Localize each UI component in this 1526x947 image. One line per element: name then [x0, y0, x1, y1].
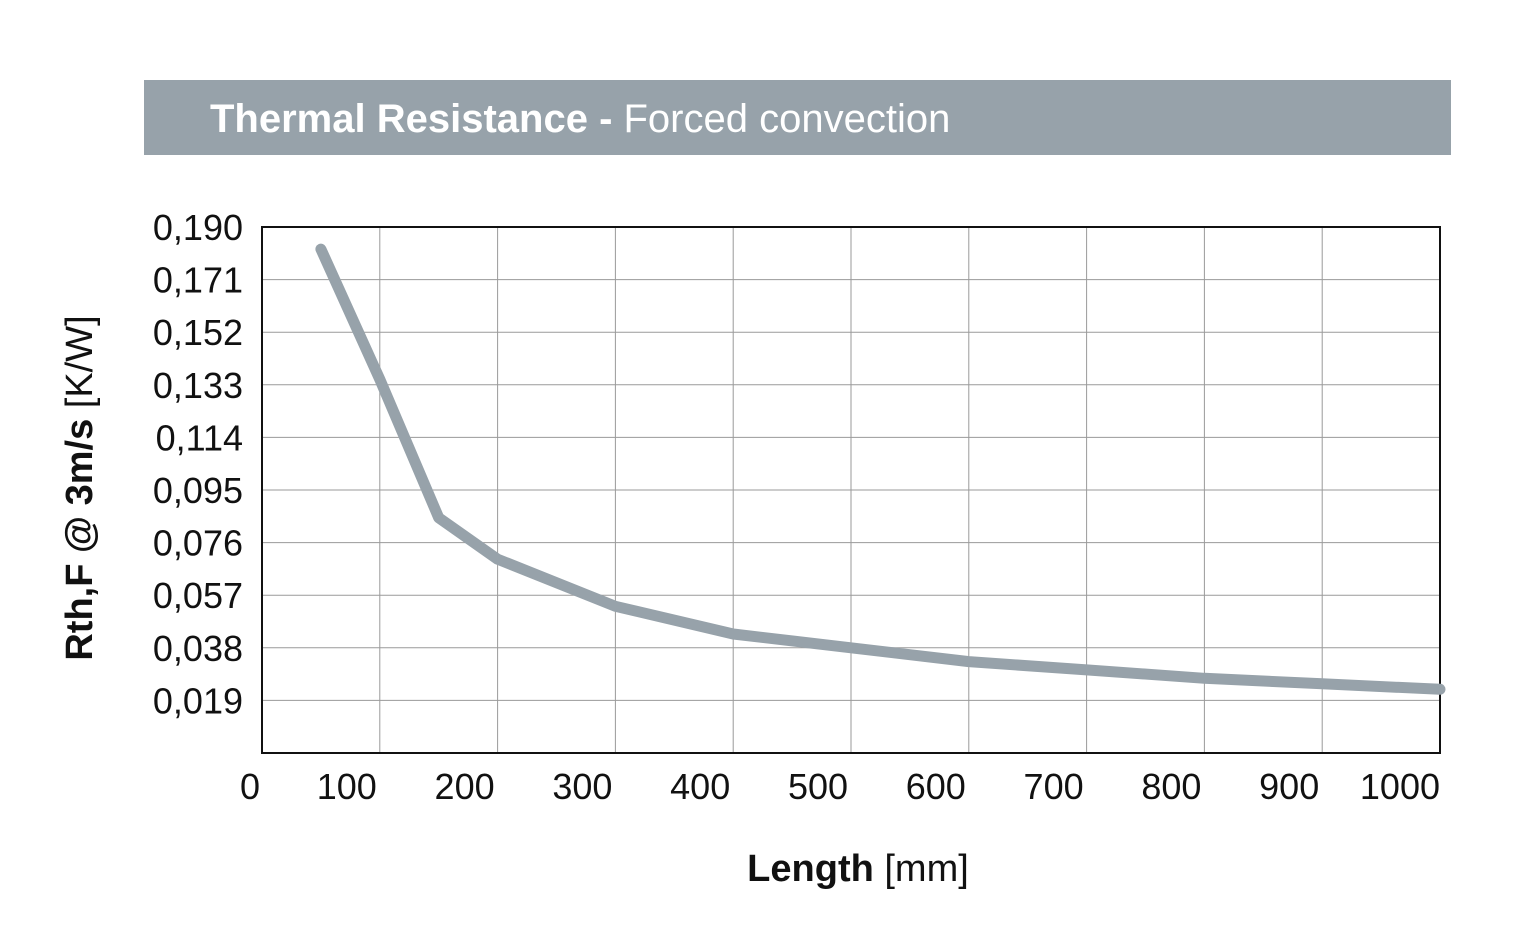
title-bar: Thermal Resistance - Forced convection — [144, 80, 1451, 155]
x-tick-label: 500 — [788, 766, 848, 807]
x-tick-label: 1000 — [1360, 766, 1440, 807]
chart-title-sub: Forced convection — [623, 97, 951, 141]
chart-series — [315, 243, 1446, 695]
y-tick-label: 0,190 — [153, 207, 243, 248]
x-axis-label-space — [874, 848, 885, 890]
y-tick-label: 0,038 — [153, 628, 243, 669]
y-axis-label-unit — [59, 408, 101, 419]
y-tick-label: 0,114 — [156, 417, 243, 458]
x-tick-label: 400 — [670, 766, 730, 807]
x-tick-label: 200 — [435, 766, 495, 807]
x-tick-label: 600 — [906, 766, 966, 807]
y-tick-label: 0,057 — [153, 575, 243, 616]
x-axis-label-bold: Length — [747, 848, 874, 890]
x-tick-label: 300 — [552, 766, 612, 807]
y-axis-label-unit-text: [K/W] — [59, 315, 101, 408]
x-tick-label: 100 — [317, 766, 377, 807]
y-tick-labels: 0,190 0,171 0,152 0,133 0,114 0,095 0,076 0,057… — [153, 207, 243, 721]
chart-title: Thermal Resistance - Forced convection — [210, 96, 950, 142]
y-tick-label: 0,019 — [153, 680, 243, 721]
x-tick-labels: 0 100 200 300 400 500 600 700 800 900 1000 — [240, 766, 1440, 807]
series-line — [315, 243, 1446, 695]
chart-title-main: Thermal Resistance — [210, 97, 588, 141]
y-axis-label: Rth,F @ 3m/s [K/W] — [59, 315, 101, 660]
y-tick-label: 0,171 — [153, 260, 243, 301]
y-tick-label: 0,076 — [153, 523, 243, 564]
y-axis-label-bold: Rth,F @ 3m/s — [59, 419, 101, 661]
y-tick-label: 0,133 — [153, 365, 243, 406]
x-axis-label: Length [mm] — [747, 848, 969, 890]
x-tick-label: 900 — [1259, 766, 1319, 807]
x-axis-label-unit: [mm] — [884, 848, 968, 890]
x-tick-label: 700 — [1024, 766, 1084, 807]
plot-frame — [261, 226, 1441, 754]
chart-title-separator: - — [587, 97, 624, 141]
y-tick-label: 0,095 — [153, 470, 243, 511]
chart-grid — [262, 227, 1440, 753]
x-tick-label: 800 — [1141, 766, 1201, 807]
y-tick-label: 0,152 — [153, 312, 243, 353]
x-tick-label: 0 — [240, 766, 260, 807]
